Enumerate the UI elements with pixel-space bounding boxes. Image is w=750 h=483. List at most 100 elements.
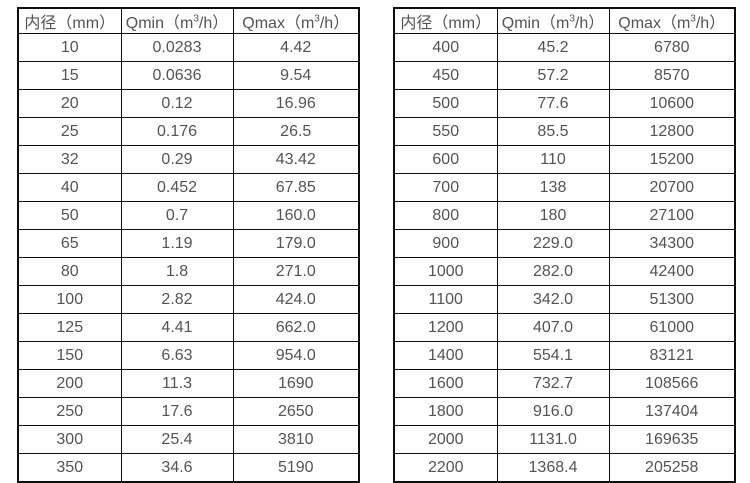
- cell-qmin: 0.452: [120, 173, 234, 202]
- cell-diameter: 10: [17, 33, 122, 62]
- cell-qmin: 229.0: [496, 229, 610, 258]
- cell-qmax: 954.0: [232, 341, 360, 370]
- cell-qmax: 83121: [608, 341, 736, 370]
- cell-diameter: 1000: [393, 257, 498, 286]
- cell-diameter: 2000: [393, 425, 498, 454]
- cell-diameter: 1600: [393, 369, 498, 398]
- cell-qmin: 0.7: [120, 201, 234, 230]
- cell-qmin: 57.2: [496, 61, 610, 90]
- cell-qmax: 137404: [608, 397, 736, 426]
- table-row: 200 11.3 1690: [17, 369, 360, 398]
- cell-qmax: 205258: [608, 453, 736, 483]
- column-header-diameter: 内径（mm）: [393, 7, 498, 34]
- cell-qmax: 43.42: [232, 145, 360, 174]
- cell-qmin: 110: [496, 145, 610, 174]
- table-row: 125 4.41 662.0: [17, 313, 360, 342]
- cell-qmax: 169635: [608, 425, 736, 454]
- cell-qmax: 2650: [232, 397, 360, 426]
- cell-diameter: 400: [393, 33, 498, 62]
- cell-diameter: 1100: [393, 285, 498, 314]
- cell-qmin: 77.6: [496, 89, 610, 118]
- diameter-header-label: 内径（mm）: [24, 15, 116, 32]
- cubic-superscript: 3: [690, 13, 696, 25]
- cell-qmin: 282.0: [496, 257, 610, 286]
- table-row: 80 1.8 271.0: [17, 257, 360, 286]
- cell-diameter: 1800: [393, 397, 498, 426]
- cell-qmax: 34300: [608, 229, 736, 258]
- cell-diameter: 700: [393, 173, 498, 202]
- cell-diameter: 15: [17, 61, 122, 90]
- cell-diameter: 900: [393, 229, 498, 258]
- table-row: 600 110 15200: [393, 145, 736, 174]
- cell-qmax: 4.42: [232, 33, 360, 62]
- table-row: 700 138 20700: [393, 173, 736, 202]
- cell-qmin: 1.19: [120, 229, 234, 258]
- cell-qmax: 662.0: [232, 313, 360, 342]
- table-row: 550 85.5 12800: [393, 117, 736, 146]
- cell-diameter: 250: [17, 397, 122, 426]
- cell-qmax: 271.0: [232, 257, 360, 286]
- cell-diameter: 350: [17, 453, 122, 483]
- table-row: 100 2.82 424.0: [17, 285, 360, 314]
- cell-diameter: 150: [17, 341, 122, 370]
- header-row: 内径（mm） Qmin（m3/h） Qmax（m3/h）: [393, 7, 736, 34]
- cell-qmax: 108566: [608, 369, 736, 398]
- table-row: 800 180 27100: [393, 201, 736, 230]
- column-header-qmin: Qmin（m3/h）: [120, 7, 234, 34]
- table-row: 32 0.29 43.42: [17, 145, 360, 174]
- flow-table-small-diameters: 内径（mm） Qmin（m3/h） Qmax（m3/h） 10 0.0283 4.4…: [17, 7, 360, 483]
- cell-qmax: 51300: [608, 285, 736, 314]
- cell-qmax: 5190: [232, 453, 360, 483]
- cell-qmax: 42400: [608, 257, 736, 286]
- cell-diameter: 800: [393, 201, 498, 230]
- cubic-superscript: 3: [314, 13, 320, 25]
- cell-qmin: 732.7: [496, 369, 610, 398]
- qmin-header-label: Qmin（m3/h）: [125, 13, 229, 32]
- cell-diameter: 125: [17, 313, 122, 342]
- table-row: 2000 1131.0 169635: [393, 425, 736, 454]
- cell-qmin: 342.0: [496, 285, 610, 314]
- column-header-qmax: Qmax（m3/h）: [232, 7, 360, 34]
- cell-qmin: 0.176: [120, 117, 234, 146]
- column-header-diameter: 内径（mm）: [17, 7, 122, 34]
- table-row: 15 0.0636 9.54: [17, 61, 360, 90]
- table-row: 25 0.176 26.5: [17, 117, 360, 146]
- table-row: 300 25.4 3810: [17, 425, 360, 454]
- table-row: 2200 1368.4 205258: [393, 453, 736, 483]
- cell-qmax: 1690: [232, 369, 360, 398]
- column-header-qmin: Qmin（m3/h）: [496, 7, 610, 34]
- cell-qmax: 20700: [608, 173, 736, 202]
- cell-qmax: 10600: [608, 89, 736, 118]
- cell-diameter: 450: [393, 61, 498, 90]
- cell-diameter: 100: [17, 285, 122, 314]
- cell-qmin: 916.0: [496, 397, 610, 426]
- table-row: 250 17.6 2650: [17, 397, 360, 426]
- column-header-qmax: Qmax（m3/h）: [608, 7, 736, 34]
- cell-qmin: 554.1: [496, 341, 610, 370]
- table-row: 1600 732.7 108566: [393, 369, 736, 398]
- cell-diameter: 550: [393, 117, 498, 146]
- cell-diameter: 2200: [393, 453, 498, 483]
- cell-diameter: 500: [393, 89, 498, 118]
- cell-qmax: 15200: [608, 145, 736, 174]
- table-row: 1100 342.0 51300: [393, 285, 736, 314]
- cell-qmin: 4.41: [120, 313, 234, 342]
- cell-qmax: 9.54: [232, 61, 360, 90]
- cell-diameter: 200: [17, 369, 122, 398]
- cell-qmin: 85.5: [496, 117, 610, 146]
- cell-qmin: 17.6: [120, 397, 234, 426]
- cell-qmax: 6780: [608, 33, 736, 62]
- table-row: 900 229.0 34300: [393, 229, 736, 258]
- table-row: 65 1.19 179.0: [17, 229, 360, 258]
- cell-qmin: 180: [496, 201, 610, 230]
- table-row: 150 6.63 954.0: [17, 341, 360, 370]
- cell-diameter: 50: [17, 201, 122, 230]
- cell-diameter: 80: [17, 257, 122, 286]
- qmax-header-label: Qmax（m3/h）: [242, 13, 350, 32]
- table-row: 350 34.6 5190: [17, 453, 360, 483]
- cell-qmax: 67.85: [232, 173, 360, 202]
- table-row: 500 77.6 10600: [393, 89, 736, 118]
- cell-diameter: 300: [17, 425, 122, 454]
- table-row: 20 0.12 16.96: [17, 89, 360, 118]
